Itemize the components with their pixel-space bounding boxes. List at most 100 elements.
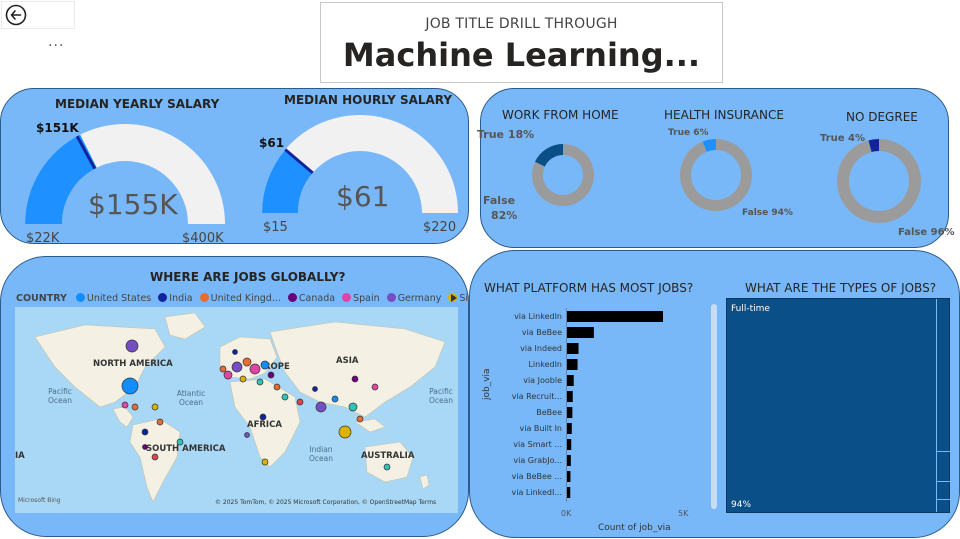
legend-swatch xyxy=(199,293,209,302)
hourly-min-label: $15 xyxy=(263,220,288,235)
legend-swatch xyxy=(342,293,352,302)
map-label-asia: ASIA xyxy=(336,356,359,366)
map-bubble xyxy=(156,418,164,426)
bing-logo: Microsoft Bing xyxy=(18,497,61,504)
legend-label: Canada xyxy=(298,293,336,304)
legend-swatch xyxy=(287,293,297,302)
map-label-pacific-east: Pacific Ocean xyxy=(429,387,453,405)
map-bubble xyxy=(151,403,159,411)
wfh-title: WORK FROM HOME xyxy=(502,108,619,122)
yearly-min-label: $22K xyxy=(26,231,60,246)
platform-bar[interactable] xyxy=(567,407,573,418)
map-bubble xyxy=(281,393,289,401)
platform-bar[interactable] xyxy=(567,359,578,370)
types-chart-title: WHAT ARE THE TYPES OF JOBS? xyxy=(745,281,937,295)
treemap-divider xyxy=(937,499,950,500)
legend-swatch xyxy=(386,293,396,302)
treemap-divider xyxy=(937,451,950,452)
platform-bar[interactable] xyxy=(567,439,572,450)
map-label-edge: IA xyxy=(15,451,25,461)
map-bubble xyxy=(351,375,359,383)
salary-gauges xyxy=(25,114,458,224)
map-bubble xyxy=(125,339,139,353)
map-bubble xyxy=(267,371,275,379)
yearly-gauge xyxy=(25,124,225,224)
map-bubble xyxy=(239,375,247,383)
map-bubble xyxy=(219,365,227,373)
legend-label: Spain xyxy=(353,293,380,304)
platform-bar[interactable] xyxy=(567,327,594,338)
map-label-north-america: NORTH AMERICA xyxy=(93,359,173,369)
treemap-value-full-time: 94% xyxy=(731,500,752,510)
platform-x-axis-title: Count of job_via xyxy=(598,523,671,533)
legend-item[interactable]: United Kingd... xyxy=(199,293,281,304)
platform-chart-title: WHAT PLATFORM HAS MOST JOBS? xyxy=(484,281,694,295)
health-insurance-donut xyxy=(680,139,752,211)
wfh-false-label: False xyxy=(483,194,516,207)
platform-bar[interactable] xyxy=(567,391,573,402)
map-bubble xyxy=(121,377,139,395)
chevron-right-icon[interactable] xyxy=(450,293,458,303)
map-bubble xyxy=(261,458,269,466)
map-bubble xyxy=(131,403,139,411)
map-bubble xyxy=(331,395,339,403)
hourly-salary-value: $61 xyxy=(336,180,390,213)
map-label-indian: Indian Ocean xyxy=(309,445,333,463)
platform-category-label: via BeBee xyxy=(521,328,562,337)
no-degree-donut xyxy=(837,139,921,224)
map-bubble xyxy=(223,370,233,380)
platform-category-label: BeBee xyxy=(536,408,562,417)
platform-category-label: via BeBee ... xyxy=(511,472,562,481)
map-attribution[interactable]: © 2025 TomTom, © 2025 Microsoft Corporat… xyxy=(215,499,437,506)
back-button[interactable] xyxy=(1,1,75,29)
map-bubble xyxy=(296,398,304,406)
legend-swatch xyxy=(75,293,85,302)
scrollbar[interactable] xyxy=(711,304,717,509)
platform-bar[interactable] xyxy=(567,343,579,354)
no-degree-false-label: False 96% xyxy=(898,227,955,238)
x-tick-5k: 5K xyxy=(678,509,689,518)
legend-item[interactable]: Canada xyxy=(287,293,336,304)
legend-item[interactable]: United States xyxy=(75,293,151,304)
more-options-icon[interactable]: ... xyxy=(48,34,65,50)
platform-category-label: via Smart ... xyxy=(513,440,562,449)
legend-item[interactable]: Germany xyxy=(386,293,442,304)
map-bubble xyxy=(244,432,250,438)
page-title-card: JOB TITLE DRILL THROUGH Machine Learning… xyxy=(320,2,723,83)
platform-bar[interactable] xyxy=(567,471,571,482)
hourly-target-label: $61 xyxy=(259,136,285,150)
yearly-salary-title: MEDIAN YEARLY SALARY xyxy=(55,97,220,111)
hourly-salary-title: MEDIAN HOURLY SALARY xyxy=(284,93,453,107)
platform-category-label: LinkedIn xyxy=(528,360,562,369)
platform-bar[interactable] xyxy=(567,423,572,434)
map-bubble xyxy=(273,383,281,391)
legend-item[interactable]: India xyxy=(158,293,193,304)
platform-bar[interactable] xyxy=(567,455,571,466)
map-bubble xyxy=(121,401,129,409)
map-bubble xyxy=(348,402,358,412)
wfh-donut xyxy=(532,144,594,206)
wfh-true-label: True 18% xyxy=(477,128,535,141)
wfh-false-pct: 82% xyxy=(491,209,518,222)
legend-label: Germany xyxy=(397,293,442,304)
platform-category-label: via Built In xyxy=(519,424,562,433)
hourly-max-label: $220 xyxy=(423,220,457,235)
legend-item[interactable]: Spain xyxy=(342,293,380,304)
yearly-target-label: $151K xyxy=(36,121,79,135)
platform-category-label: via Recruit... xyxy=(511,392,562,401)
world-map[interactable]: NORTH AMERICA SOUTH AMERICA AFRICA ASIA … xyxy=(15,307,458,513)
map-bubble xyxy=(141,428,149,436)
map-label-europe: ROPE xyxy=(264,362,290,372)
map-bubble xyxy=(312,386,318,392)
map-label-africa: AFRICA xyxy=(247,420,282,430)
x-tick-0: 0K xyxy=(561,509,572,518)
job-types-treemap[interactable]: Full-time 94% xyxy=(726,298,950,513)
map-bubble xyxy=(249,363,261,375)
platform-bar[interactable] xyxy=(567,487,571,498)
platform-bar[interactable] xyxy=(567,375,574,386)
benefit-donuts xyxy=(532,139,921,224)
platform-category-label: via Indeed xyxy=(520,344,562,353)
back-arrow-icon xyxy=(5,4,27,26)
map-legend: COUNTRY United States India United Kingd… xyxy=(16,293,511,304)
platform-bar[interactable] xyxy=(567,311,663,322)
